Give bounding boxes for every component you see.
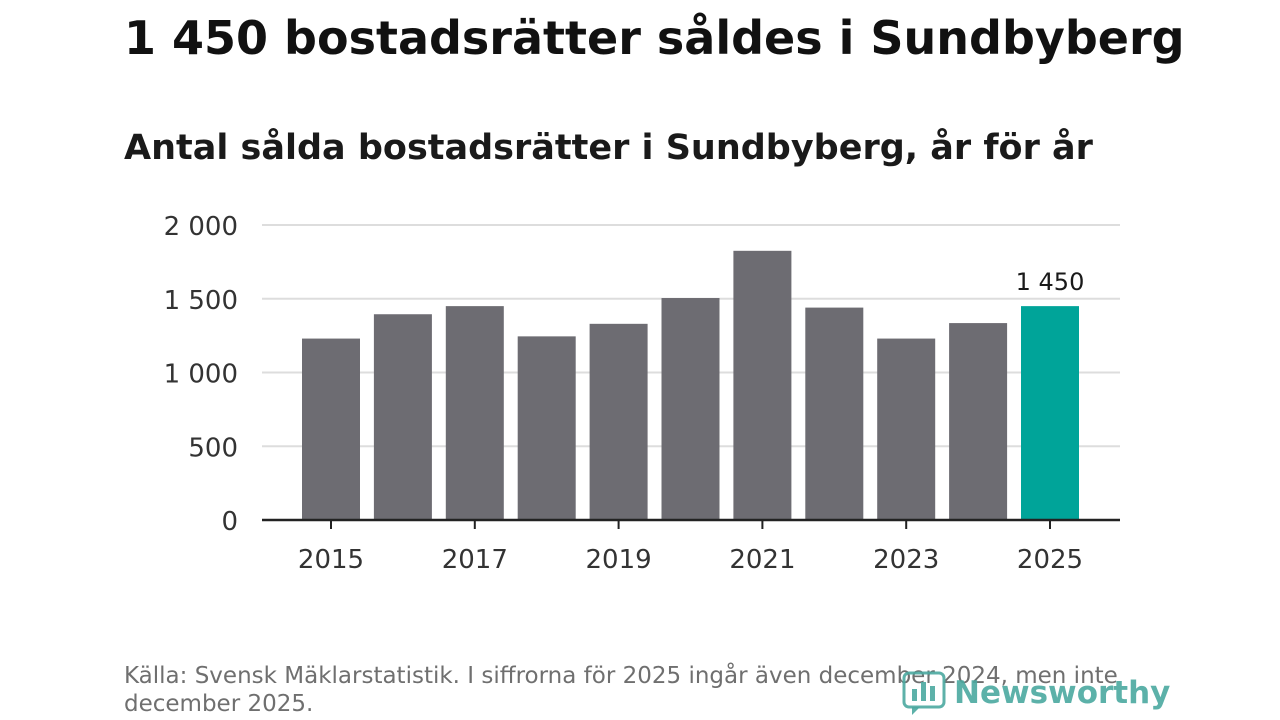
data-label-2025: 1 450 xyxy=(1016,268,1085,296)
bar-2022 xyxy=(805,307,864,520)
y-tick-label: 500 xyxy=(188,433,238,463)
x-tick-label: 2021 xyxy=(729,545,795,575)
x-tick-label: 2023 xyxy=(873,545,939,575)
bar-2020 xyxy=(661,298,720,520)
bar-2017 xyxy=(445,306,504,520)
x-tick-label: 2025 xyxy=(1017,545,1083,575)
bar-2025 xyxy=(1021,306,1079,520)
bar-2016 xyxy=(373,314,432,520)
bar-2021 xyxy=(733,250,792,520)
y-tick-label: 1 000 xyxy=(164,360,238,390)
x-tick-label: 2015 xyxy=(298,545,364,575)
newsworthy-logo-icon xyxy=(902,671,946,715)
bar-2019 xyxy=(589,323,648,520)
y-tick-label: 0 xyxy=(221,507,238,537)
bar-2023 xyxy=(877,338,936,520)
headline: 1 450 bostadsrätter såldes i Sundbyberg xyxy=(124,11,1185,65)
brand-logo: Newsworthy xyxy=(902,670,1170,716)
y-tick-label: 1 500 xyxy=(164,286,238,316)
brand-name: Newsworthy xyxy=(954,675,1171,711)
x-tick-label: 2019 xyxy=(586,545,652,575)
bar-2018 xyxy=(517,336,576,520)
source-note: Källa: Svensk Mäklarstatistik. I siffror… xyxy=(124,663,1118,717)
y-tick-label: 2 000 xyxy=(164,212,238,242)
chart-subtitle: Antal sålda bostadsrätter i Sundbyberg, … xyxy=(124,128,1093,168)
bar-2024 xyxy=(949,323,1008,520)
x-tick-label: 2017 xyxy=(442,545,508,575)
bar-2015 xyxy=(302,338,360,520)
